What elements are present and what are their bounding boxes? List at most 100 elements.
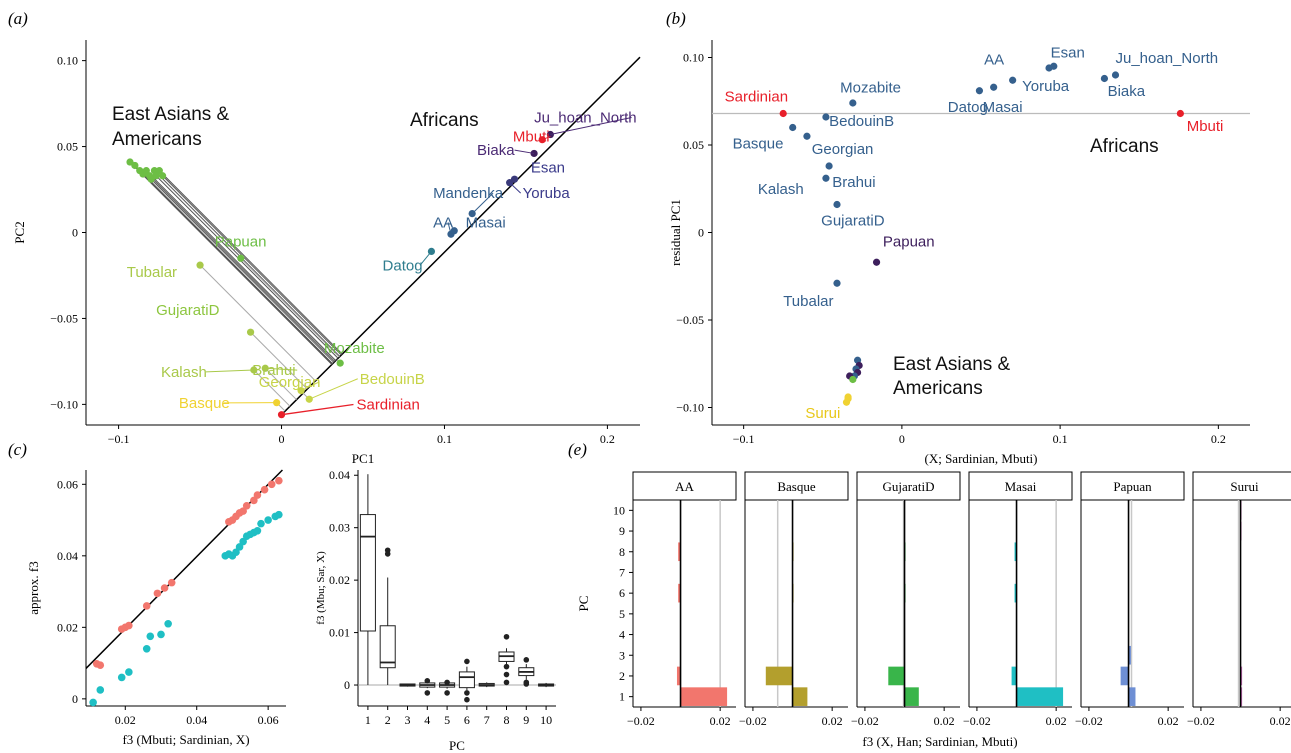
x-tick-label: 1 [365,713,371,727]
annotation-americans: Americans [112,129,202,150]
label-leader [265,367,298,371]
facet-strip [1080,471,1185,501]
point-bedouinb [822,113,830,121]
annotation-americans: Americans [893,378,983,399]
label-leader [419,251,432,266]
point-tubalar [196,261,204,269]
data-point [275,510,283,519]
x-tick-label: 0.1 [1053,432,1068,446]
point-masai [450,227,458,235]
y-tick-label: −0.10 [50,397,78,411]
x-tick-label: 0.2 [1211,432,1226,446]
point-mozabite [849,99,857,107]
x-tick-label: −0.1 [733,432,755,446]
point-aa [1009,76,1017,84]
panel-c-f3-boxplot: 0 0.01 0.02 0.03 0.04 1 2 3 4 5 6 7 8 9 10 PC f3 (Mbu; S… [315,468,556,753]
point-basque [789,123,797,132]
point-label: Sardinian [356,397,419,414]
x-tick-label: 0.02 [115,713,136,727]
data-point [96,686,105,694]
y-tick-label: 3 [619,648,625,662]
annotation-east-asians: East Asians & [893,354,1011,375]
data-point [142,644,151,653]
panel-e-faceted-bars: PC 1 2 3 4 5 6 7 8 9 10 AA −0.02 0.02 Basque −0.02 0.02 G… [576,471,1291,749]
data-point [232,548,240,557]
x-tick-label: 0.02 [710,714,731,728]
box [379,625,396,669]
facet-strip [632,471,737,501]
x-tick-label: −0.1 [108,432,130,446]
data-point [253,526,262,535]
y-tick-label: 10 [613,503,625,517]
point-label: Papuan [883,234,935,251]
point-label: AA [984,52,1004,69]
y-axis-title: approx. f3 [26,561,41,614]
x-tick-label: 0.2 [600,432,615,446]
projection-connector [240,257,340,358]
label-leader [309,378,358,400]
point-datog [975,87,984,95]
y-tick-label: 0.02 [329,573,350,587]
bar [888,666,905,686]
projection-connector [150,178,335,363]
y-tick-label: −0.05 [676,313,704,327]
x-tick-label: 4 [424,713,430,727]
projection-connector [155,175,339,359]
data-point [125,668,133,676]
outlier [444,679,450,686]
y-axis-title: residual PC1 [668,199,683,266]
y-tick-label: 2 [619,669,625,683]
box [458,671,475,689]
x-tick-label: 0.1 [437,432,452,446]
point-label: Tubalar [783,293,833,310]
y-tick-label: 0.05 [57,140,78,154]
bar [676,666,681,686]
y-tick-label: 8 [619,545,625,559]
y-axis-title: f3 (Mbu; Sar, X) [315,551,327,625]
point-label: Brahui [252,362,295,379]
bar [765,666,793,686]
point-georgian [803,132,811,140]
outlier [503,679,510,686]
x-tick-label: 0 [279,432,285,446]
box [359,514,376,632]
facet-label: Basque [777,479,816,494]
facet-label: GujaratiD [883,479,935,494]
facet-strip [856,471,961,501]
bar [680,687,728,706]
x-tick-label: −0.02 [739,714,767,728]
bar [678,583,681,603]
x-tick-label: −0.02 [963,714,991,728]
projection-connector [142,173,333,365]
data-point [157,630,165,639]
x-tick-label: 0.02 [1158,714,1179,728]
outlier [424,678,431,684]
point-label: Masai [466,214,506,231]
facet-label: AA [675,479,694,494]
point-label: Mbuti [513,128,550,145]
point-brahui [825,162,833,170]
east-asian-point [158,172,167,180]
data-point [167,578,176,587]
point-label: Ju_hoan_North [534,110,637,127]
y-tick-label: −0.10 [676,401,704,415]
label-leader [509,182,522,194]
data-point [164,619,172,628]
projection-connector [145,170,337,361]
east-asian-point [142,167,150,175]
outlier [444,690,450,696]
x-tick-label: 9 [523,713,529,727]
x-axis-title: (X; Sardinian, Mbuti) [924,451,1037,466]
point-label: Mozabite [324,340,385,357]
label-leader [471,192,494,214]
data-point [264,516,272,524]
east-asian-point [849,375,857,384]
data-point [267,480,276,489]
point-kalash [822,174,830,182]
y-tick-label: 0.04 [57,549,78,563]
y-axis-title: PC2 [12,221,27,243]
annotation-africans: Africans [1090,136,1159,157]
identity-line [85,469,283,669]
data-point [275,476,283,485]
